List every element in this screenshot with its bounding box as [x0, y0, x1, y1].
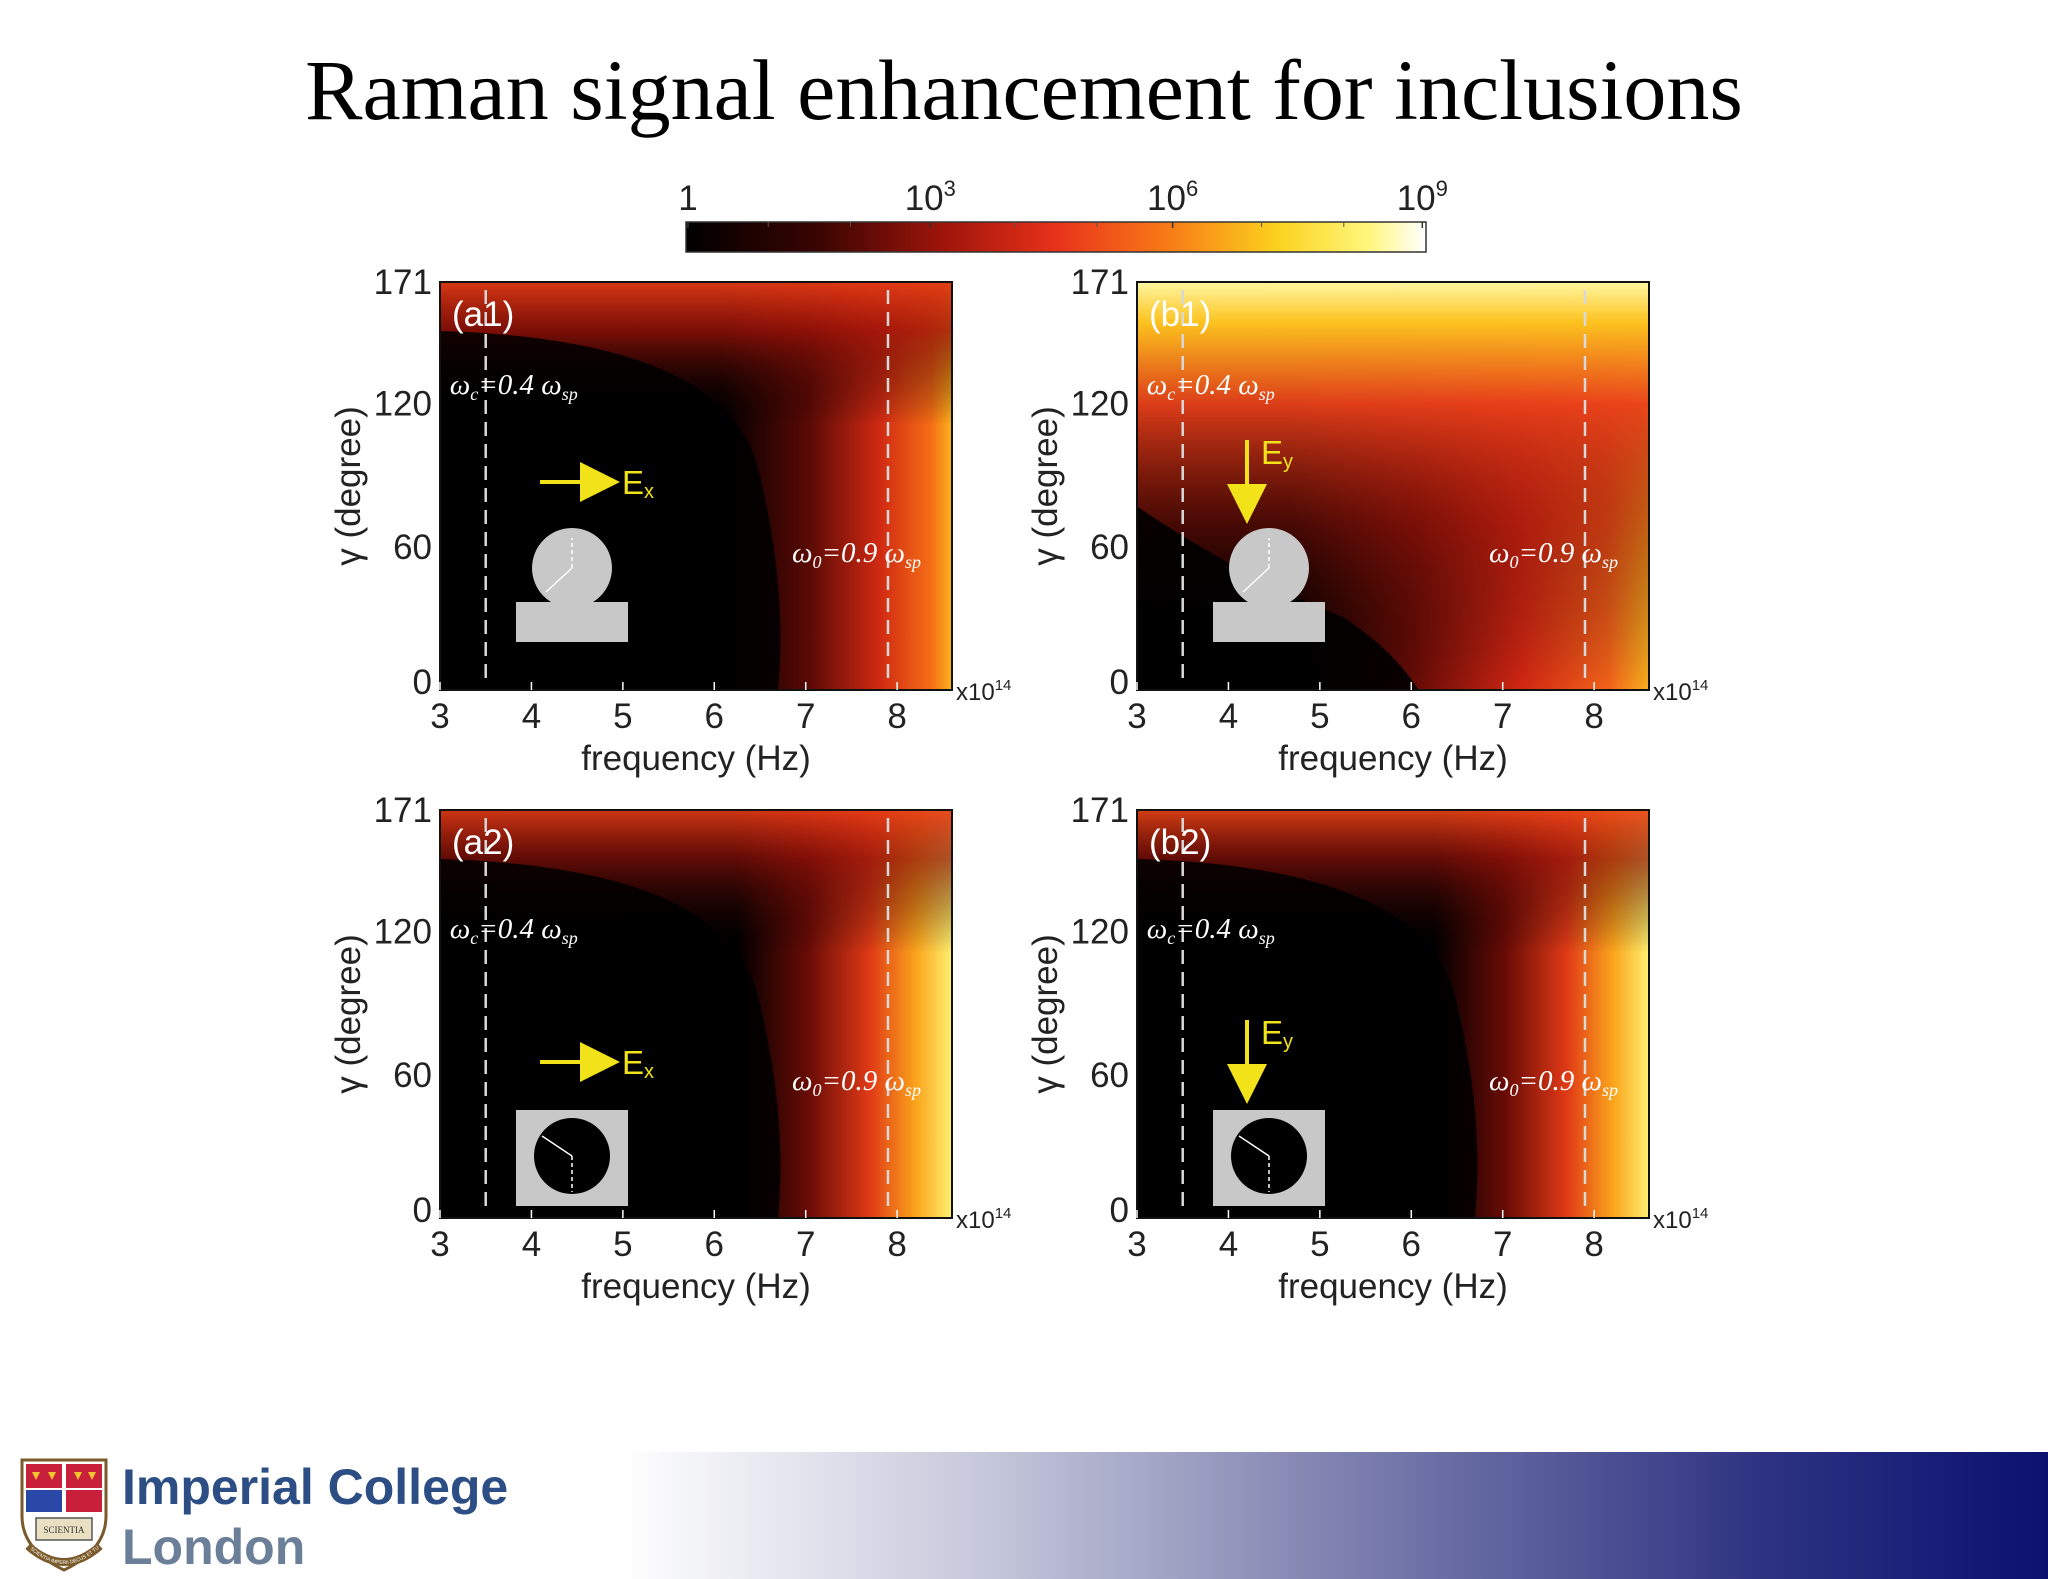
colorbar-tick-label: 103: [905, 176, 956, 218]
x-tick-label: 8: [887, 697, 906, 736]
colorbar-tick-label: 109: [1397, 176, 1448, 218]
y-axis-label: γ (degree): [329, 406, 368, 566]
x-tick-label: 7: [796, 1225, 815, 1264]
omega-annotation: ω0=0.9 ωsp: [1489, 537, 1618, 572]
x-tick-label: 7: [1493, 697, 1512, 736]
colorbar: 1 103 106 109: [678, 176, 1448, 253]
x-axis-label: frequency (Hz): [581, 1267, 811, 1306]
x-multiplier: x1014: [1653, 1205, 1708, 1234]
colorbar-tick-label: 106: [1147, 176, 1198, 218]
field-label: Ey: [1261, 1014, 1293, 1053]
plot-frame: [439, 281, 953, 691]
heatmap-dark-region: [440, 330, 781, 690]
x-tick-label: 8: [1584, 697, 1603, 736]
x-axis-label: frequency (Hz): [1278, 739, 1508, 778]
field-label: Ey: [1261, 434, 1293, 473]
y-tick-label: 120: [374, 913, 432, 952]
x-tick-label: 6: [1402, 1225, 1421, 1264]
angle-line-icon: [545, 567, 573, 593]
y-tick-label: 60: [393, 528, 432, 567]
x-tick-label: 3: [430, 697, 449, 736]
x-axis-label: frequency (Hz): [1278, 1267, 1508, 1306]
y-axis-label: γ (degree): [329, 934, 368, 1094]
crest-icon: SCIENTIA SCIENTIA IMPERII DECUS ET TUTAM…: [14, 1454, 108, 1572]
y-tick-label: 0: [413, 663, 432, 702]
panel-label: (a1): [452, 295, 514, 334]
angle-line-icon: [541, 1135, 573, 1157]
panel-a2: 3 4 5 6 7 8 0 60 120 171 x1014 frequency (Hz) γ (deg…: [329, 791, 1011, 1306]
x-tick-label: 5: [613, 697, 632, 736]
x-multiplier: x1014: [1653, 677, 1708, 706]
x-tick-label: 5: [613, 1225, 632, 1264]
plot-frame: [439, 809, 953, 1219]
angle-line-icon: [1238, 1135, 1270, 1157]
x-tick-label: 3: [430, 1225, 449, 1264]
y-axis-label: γ (degree): [1026, 406, 1065, 566]
x-tick-label: 5: [1310, 697, 1329, 736]
imperial-college-logo: SCIENTIA SCIENTIA IMPERII DECUS ET TUTAM…: [10, 1452, 550, 1579]
plot-frame: [1136, 281, 1650, 691]
x-tick-label: 6: [705, 697, 724, 736]
omega-annotation: ωc=0.4 ωsp: [1147, 913, 1275, 948]
substrate-icon: [516, 602, 628, 642]
x-tick-label: 4: [522, 697, 541, 736]
x-multiplier: x1014: [956, 1205, 1011, 1234]
x-tick-label: 4: [522, 1225, 541, 1264]
x-tick-label: 5: [1310, 1225, 1329, 1264]
panel-label: (b2): [1149, 823, 1211, 862]
slide-title: Raman signal enhancement for inclusions: [305, 42, 1743, 138]
x-tick-label: 4: [1219, 697, 1238, 736]
colorbar-ticks: 1 103 106 109: [678, 176, 1448, 228]
y-tick-label: 0: [1110, 1191, 1129, 1230]
angle-line-icon: [1242, 567, 1270, 593]
field-label: Ex: [622, 464, 654, 503]
panel-label: (b1): [1149, 295, 1211, 334]
substrate-icon: [1213, 602, 1325, 642]
y-tick-label: 171: [1071, 791, 1129, 830]
omega-annotation: ω0=0.9 ωsp: [1489, 1065, 1618, 1100]
omega-annotation: ω0=0.9 ωsp: [792, 537, 921, 572]
y-tick-label: 171: [1071, 263, 1129, 302]
omega-annotation: ωc=0.4 ωsp: [450, 369, 578, 404]
colorbar-gradient: [685, 221, 1427, 253]
y-tick-label: 0: [1110, 663, 1129, 702]
omega-annotation: ωc=0.4 ωsp: [450, 913, 578, 948]
y-tick-label: 120: [374, 385, 432, 424]
omega-annotation: ω0=0.9 ωsp: [792, 1065, 921, 1100]
x-tick-label: 8: [887, 1225, 906, 1264]
footer-band: [620, 1452, 2048, 1579]
y-tick-label: 0: [413, 1191, 432, 1230]
y-tick-label: 60: [393, 1056, 432, 1095]
x-tick-label: 6: [705, 1225, 724, 1264]
x-tick-label: 6: [1402, 697, 1421, 736]
y-tick-label: 120: [1071, 913, 1129, 952]
x-tick-label: 3: [1127, 1225, 1146, 1264]
x-axis-label: frequency (Hz): [581, 739, 811, 778]
y-tick-label: 60: [1090, 1056, 1129, 1095]
field-label: Ex: [622, 1044, 654, 1083]
omega-annotation: ωc=0.4 ωsp: [1147, 369, 1275, 404]
y-tick-label: 171: [374, 791, 432, 830]
logo-line-2: London: [122, 1519, 306, 1575]
y-tick-label: 60: [1090, 528, 1129, 567]
x-multiplier: x1014: [956, 677, 1011, 706]
x-tick-label: 7: [1493, 1225, 1512, 1264]
x-tick-label: 3: [1127, 697, 1146, 736]
figure: 1 103 106 109 3 4 5 6 7 8060120171x1014frequency…: [329, 176, 1708, 1306]
y-tick-label: 171: [374, 263, 432, 302]
y-tick-label: 120: [1071, 385, 1129, 424]
logo-line-1: Imperial College: [122, 1459, 509, 1515]
panel-a1: 3 4 5 6 7 8 0 60 120 171 x1014 frequency (Hz) γ (deg…: [329, 263, 1011, 778]
plot-frame: [1136, 809, 1650, 1219]
x-tick-label: 7: [796, 697, 815, 736]
x-tick-label: 8: [1584, 1225, 1603, 1264]
panel-label: (a2): [452, 823, 514, 862]
y-axis-label: γ (degree): [1026, 934, 1065, 1094]
crest-book-text: SCIENTIA: [44, 1525, 85, 1535]
panel-b1: 3 4 5 6 7 8 0 60 120 171 x1014 frequency (Hz) γ (deg…: [1026, 263, 1708, 778]
panel-b2: 3 4 5 6 7 8 0 60 120 171 x1014 frequency (Hz) γ (deg…: [1026, 791, 1708, 1306]
x-tick-label: 4: [1219, 1225, 1238, 1264]
colorbar-tick-label: 1: [678, 179, 697, 218]
